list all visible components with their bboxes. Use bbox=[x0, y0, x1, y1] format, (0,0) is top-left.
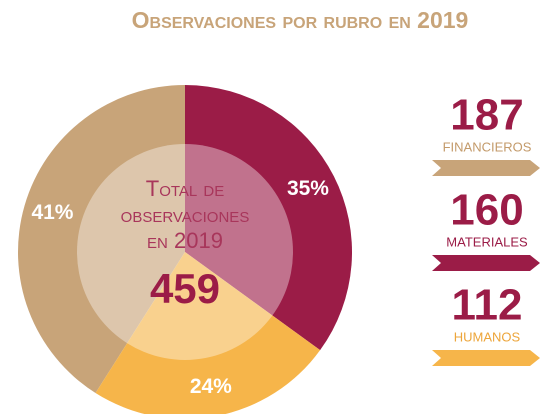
pie-slice bbox=[95, 252, 321, 414]
category-arrow bbox=[432, 350, 540, 366]
total-value: 459 bbox=[150, 265, 220, 312]
category-label: FINANCIEROS bbox=[443, 139, 532, 154]
category-label: HUMANOS bbox=[454, 329, 521, 344]
center-label: observaciones bbox=[121, 202, 250, 227]
count-value: 187 bbox=[450, 91, 523, 140]
center-label: Total de bbox=[146, 176, 224, 201]
category-arrow bbox=[432, 255, 540, 271]
pie-slice bbox=[185, 85, 352, 351]
pie-slice bbox=[17, 85, 185, 394]
count-value: 112 bbox=[452, 281, 523, 330]
slice-label: 35% bbox=[287, 177, 329, 200]
center-disc bbox=[77, 144, 293, 360]
category-arrow bbox=[432, 160, 540, 176]
count-value: 160 bbox=[450, 186, 523, 235]
slice-label: 41% bbox=[31, 201, 73, 224]
slice-label: 24% bbox=[190, 375, 232, 398]
category-label: MATERIALES bbox=[446, 234, 528, 249]
chart-title: Observaciones por rubro en 2019 bbox=[132, 7, 469, 33]
center-label: en 2019 bbox=[147, 228, 223, 253]
